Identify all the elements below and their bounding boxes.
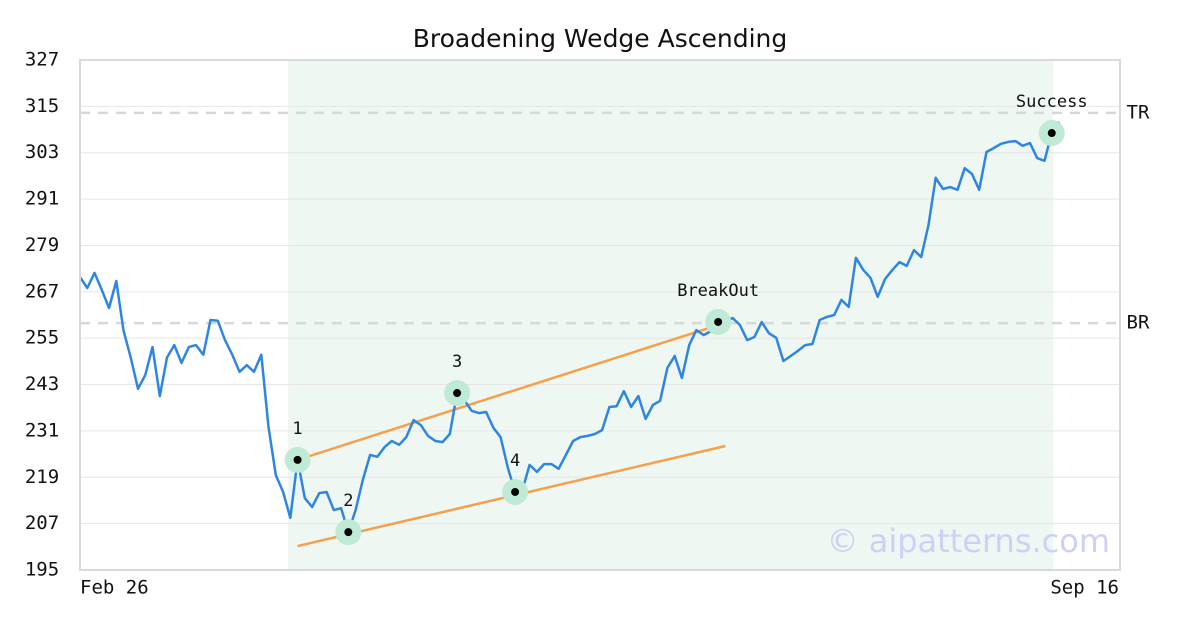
level-label: TR [1127,101,1150,123]
pattern-label: 1 [292,419,302,439]
watermark: © aipatterns.com [827,522,1110,560]
y-tick-label: 279 [25,234,59,256]
x-tick-label: Feb 26 [80,577,149,599]
trend-line [297,323,719,462]
y-tick-label: 327 [25,49,59,71]
y-tick-label: 219 [25,466,59,488]
pattern-label: Success [1016,92,1088,112]
y-tick-label: 195 [25,559,59,581]
pattern-label: 3 [452,352,462,372]
y-tick-label: 243 [25,373,59,395]
price-line [78,121,1061,534]
y-tick-label: 315 [25,95,59,117]
level-label: BR [1127,312,1150,334]
pattern-point [511,487,520,496]
y-tick-label: 255 [25,327,59,349]
y-tick-label: 207 [25,512,59,534]
pattern-point [714,317,723,326]
chart-title: Broadening Wedge Ascending [413,24,788,53]
y-tick-label: 267 [25,280,59,302]
pattern-label: 4 [510,451,520,471]
pattern-point [1047,129,1056,138]
pattern-point [453,389,462,398]
pattern-label: BreakOut [677,281,759,301]
pattern-point [344,528,353,537]
y-tick-label: 231 [25,419,59,441]
plot-border [79,59,1121,571]
y-tick-label: 291 [25,188,59,210]
x-tick-label: Sep 16 [1050,577,1119,599]
y-tick-label: 303 [25,141,59,163]
plot: 195207219231243255267279291303315327TRBR… [25,49,1150,599]
pattern-label: 2 [343,491,353,511]
pattern-point [293,455,302,464]
highlight-region [288,60,1054,570]
